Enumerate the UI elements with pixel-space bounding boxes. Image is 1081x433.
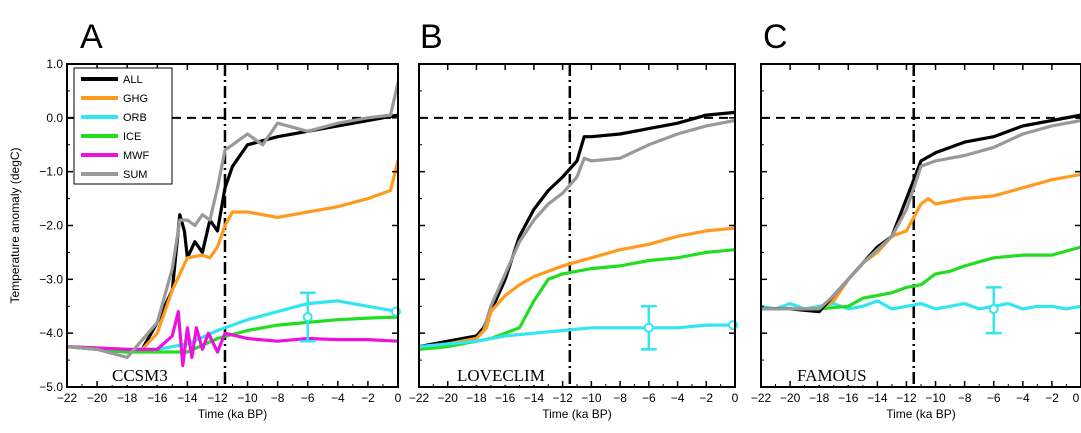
model-label-bg [453,365,547,385]
y-axis-label: Temperature anomaly (degC) [8,147,22,303]
series-line-all [419,110,735,349]
x-tick-label: −14 [867,391,888,405]
model-label: LOVECLIM [457,366,545,385]
x-tick-label: −6 [301,391,315,405]
x-tick-label: −10 [925,391,946,405]
legend-box [73,67,173,185]
x-tick-label: −10 [237,391,258,405]
series-line-ghg [67,159,398,354]
panel-letter: A [80,18,103,56]
x-tick-label: −2 [1045,391,1059,405]
x-tick-label: −2 [699,391,713,405]
legend-label-ice: ICE [123,131,141,143]
x-tick-label: −18 [809,391,830,405]
x-tick-label: −12 [552,391,573,405]
errorbar-point [643,322,654,333]
series-line-ice [761,245,1081,311]
model-label-bg [108,365,169,385]
x-tick-label: −16 [838,391,859,405]
x-tick-label: −4 [671,391,685,405]
x-tick-label: −8 [271,391,285,405]
x-tick-label: −16 [495,391,516,405]
legend-label-all: ALL [123,74,143,86]
x-tick-label: −8 [613,391,627,405]
model-label-bg [793,365,865,385]
x-tick-label: −14 [177,391,198,405]
series-line-orb [419,323,735,349]
x-tick-label: −16 [147,391,168,405]
legend: ALL GHG ORB ICE MWF SUM [73,67,173,185]
y-tick-label: −3.0 [39,272,63,286]
series-group [419,110,735,351]
panel-letter: B [420,18,443,56]
panel-A: A−22 −20 −18 −16 −14 −12 −10 −8 −6 −4 −2 01.00.0−1.… [8,18,402,421]
series-line-orb [67,299,398,351]
x-tick-label: −22 [409,391,430,405]
x-tick-label: −8 [958,391,972,405]
series-line-ice [67,315,398,354]
plot-frame [760,63,1081,388]
x-tick-label: −20 [780,391,801,405]
y-tick-label: −4.0 [39,326,63,340]
model-label: CCSM3 [112,366,168,385]
legend-label-orb: ORB [123,112,147,124]
x-tick-label: −20 [438,391,459,405]
x-axis-label: Time (ka BP) [886,407,956,421]
y-tick-label: −5.0 [39,380,63,394]
series-line-orb [761,299,1081,311]
x-tick-label: −12 [207,391,228,405]
series-group [761,113,1081,314]
x-tick-label: −4 [1016,391,1030,405]
x-tick-label: −2 [361,391,375,405]
series-line-ghg [761,172,1081,311]
x-axis-label: Time (ka BP) [198,407,268,421]
panel-letter: C [763,18,788,56]
x-tick-label: −22 [751,391,772,405]
legend-label-ghg: GHG [123,93,148,105]
errorbar-point [302,312,313,323]
x-tick-label: −6 [987,391,1001,405]
legend-label-sum: SUM [123,169,147,181]
x-tick-label: −18 [466,391,487,405]
x-tick-label: 0 [1073,391,1080,405]
model-label: FAMOUS [797,366,867,385]
series-line-ghg [419,226,735,351]
errorbar-point [988,303,999,314]
x-tick-label: −14 [524,391,545,405]
x-tick-label: −4 [331,391,345,405]
x-tick-label: −18 [117,391,138,405]
series-line-sum [761,118,1081,311]
y-tick-label: −2.0 [39,219,63,233]
x-tick-label: −22 [57,391,78,405]
x-tick-label: 0 [395,391,402,405]
x-axis-label: Time (ka BP) [542,407,612,421]
y-tick-label: −1.0 [39,165,63,179]
x-tick-label: −12 [896,391,917,405]
x-tick-label: −20 [87,391,108,405]
series-line-all [761,113,1081,314]
y-tick-label: 0.0 [46,111,63,125]
x-tick-label: −6 [642,391,656,405]
series-line-ice [419,248,735,351]
series-line-all [67,113,398,354]
series-line-sum [67,81,398,359]
x-tick-label: 0 [732,391,739,405]
x-tick-label: −10 [581,391,602,405]
y-tick-label: 1.0 [46,57,63,71]
legend-label-mwf: MWF [123,150,150,162]
